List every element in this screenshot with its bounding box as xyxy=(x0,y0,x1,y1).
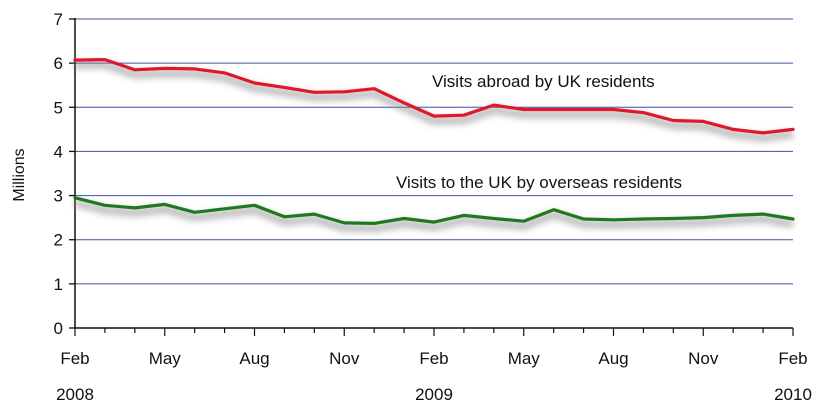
data-point xyxy=(163,67,166,70)
x-tick-label: Feb xyxy=(419,349,448,368)
data-point xyxy=(253,82,256,84)
data-point xyxy=(193,211,196,214)
data-point xyxy=(732,128,734,131)
x-tick-label: Feb xyxy=(778,349,807,368)
year-label: 2009 xyxy=(415,385,453,404)
series-label-visits-to-uk: Visits to the UK by overseas residents xyxy=(396,173,682,192)
data-point xyxy=(732,214,734,217)
data-point xyxy=(642,218,645,220)
data-point xyxy=(493,217,495,220)
data-point xyxy=(134,207,136,209)
data-point xyxy=(552,208,555,211)
series-shadow xyxy=(74,198,794,233)
data-point xyxy=(313,91,316,94)
y-tick-label: 4 xyxy=(54,142,63,161)
data-point xyxy=(253,204,256,207)
data-point xyxy=(403,217,405,220)
x-tick-label: Aug xyxy=(598,349,628,368)
x-tick-label: Nov xyxy=(329,349,360,368)
data-point xyxy=(463,214,465,217)
data-point xyxy=(283,86,286,89)
data-point xyxy=(672,217,675,220)
y-axis-label: Millions xyxy=(11,148,28,201)
x-tick-label: May xyxy=(149,349,182,368)
gridlines xyxy=(75,18,793,285)
data-point xyxy=(612,219,615,221)
data-point xyxy=(762,213,764,215)
data-point xyxy=(104,58,106,61)
data-point xyxy=(612,108,615,111)
data-point xyxy=(672,119,675,122)
series-line-1 xyxy=(73,196,795,225)
data-point xyxy=(433,115,435,117)
data-point xyxy=(343,91,346,93)
data-point xyxy=(582,218,585,220)
data-point xyxy=(373,222,375,225)
data-point xyxy=(313,213,316,215)
data-point xyxy=(223,72,226,74)
data-point xyxy=(642,111,645,114)
data-point xyxy=(702,216,705,219)
y-tick-label: 5 xyxy=(54,98,63,117)
labels: 0 1 2 3 4 5 6 7 Feb May Aug Nov Feb May Aug Nov Feb 2008 2… xyxy=(54,10,812,404)
data-point xyxy=(74,59,76,61)
x-tick-label: Feb xyxy=(60,349,89,368)
data-point xyxy=(193,68,196,70)
data-point xyxy=(552,108,555,111)
y-tick-label: 0 xyxy=(54,319,63,338)
data-point xyxy=(463,114,465,117)
data-point xyxy=(522,220,525,222)
data-point xyxy=(762,132,764,134)
year-label: 2010 xyxy=(774,385,812,404)
data-point xyxy=(74,196,76,199)
y-tick-label: 6 xyxy=(54,54,63,73)
data-point xyxy=(373,87,375,90)
data-point xyxy=(163,203,166,206)
axes xyxy=(69,18,794,336)
data-point xyxy=(792,128,794,131)
series-lines xyxy=(73,57,795,225)
data-point xyxy=(493,104,495,106)
data-point xyxy=(522,108,525,111)
y-tick-label: 3 xyxy=(54,187,63,206)
y-tick-label: 7 xyxy=(54,10,63,29)
data-point xyxy=(104,204,106,207)
data-point xyxy=(433,221,435,223)
x-tick-label: May xyxy=(508,349,541,368)
x-tick-label: Nov xyxy=(688,349,719,368)
data-point xyxy=(134,68,136,71)
series-label-visits-abroad: Visits abroad by UK residents xyxy=(432,72,655,91)
series-shadows xyxy=(74,60,794,233)
data-point xyxy=(403,102,405,104)
data-point xyxy=(702,120,705,123)
data-point xyxy=(223,208,226,210)
data-point xyxy=(792,218,794,220)
y-tick-label: 1 xyxy=(54,275,63,294)
data-point xyxy=(283,215,286,218)
data-point xyxy=(582,108,585,111)
data-point xyxy=(343,222,346,224)
y-tick-label: 2 xyxy=(54,231,63,250)
series-shadow xyxy=(74,60,794,142)
x-tick-label: Aug xyxy=(239,349,269,368)
year-label: 2008 xyxy=(56,385,94,404)
